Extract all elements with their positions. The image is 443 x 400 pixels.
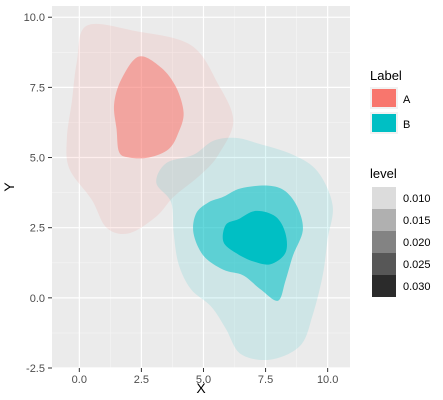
legend-level-label-2: 0.015 — [403, 215, 431, 227]
minor-grid — [52, 6, 350, 368]
legend-level-key-2 — [372, 209, 396, 231]
legend-label-title: Label — [370, 68, 402, 83]
y-axis-ticks: -2.5 0.0 2.5 5.0 7.5 10.0 — [24, 12, 52, 375]
x-tick-label: 7.5 — [258, 374, 273, 386]
contours-series-a — [66, 23, 234, 235]
y-tick-label: 5.0 — [30, 153, 45, 165]
major-grid — [52, 6, 350, 369]
y-tick-label: -2.5 — [26, 363, 45, 375]
legend-level-label-4: 0.025 — [403, 259, 431, 271]
legend-level-label-5: 0.030 — [403, 281, 431, 293]
legend-level-key-1 — [372, 187, 396, 209]
x-tick-label: 10.0 — [317, 374, 338, 386]
x-tick-label: 2.5 — [134, 374, 149, 386]
x-tick-label: 0.0 — [72, 374, 87, 386]
x-axis-ticks: 0.0 2.5 5.0 7.5 10.0 — [72, 368, 338, 386]
y-tick-label: 2.5 — [30, 223, 45, 235]
plot-background — [52, 6, 350, 368]
y-axis-title: Y — [1, 182, 17, 192]
contours-series-b — [156, 137, 333, 361]
legend-level-key-3 — [372, 231, 396, 253]
x-axis-title: X — [196, 380, 206, 396]
y-tick-label: 7.5 — [30, 82, 45, 94]
x-tick-label: 5.0 — [196, 374, 211, 386]
legend-key-b — [372, 114, 396, 132]
legend-label-b: B — [403, 119, 410, 131]
legend-level-label-3: 0.020 — [403, 237, 431, 249]
contour-b-level-3 — [222, 210, 287, 265]
y-tick-label: 10.0 — [24, 12, 45, 24]
legend-level-key-4 — [372, 253, 396, 275]
legend-level: level 0.010 0.015 0.020 0.025 0.030 — [370, 166, 431, 297]
legend-level-key-5 — [372, 275, 396, 297]
contour-a-level-2 — [113, 56, 184, 159]
legend-level-label-1: 0.010 — [403, 193, 431, 205]
legend-label-a: A — [403, 94, 411, 106]
legend-label: Label A B — [370, 68, 411, 134]
y-tick-label: 0.0 — [30, 293, 45, 305]
legend-level-title: level — [370, 166, 397, 181]
legend-key-a — [372, 89, 396, 107]
